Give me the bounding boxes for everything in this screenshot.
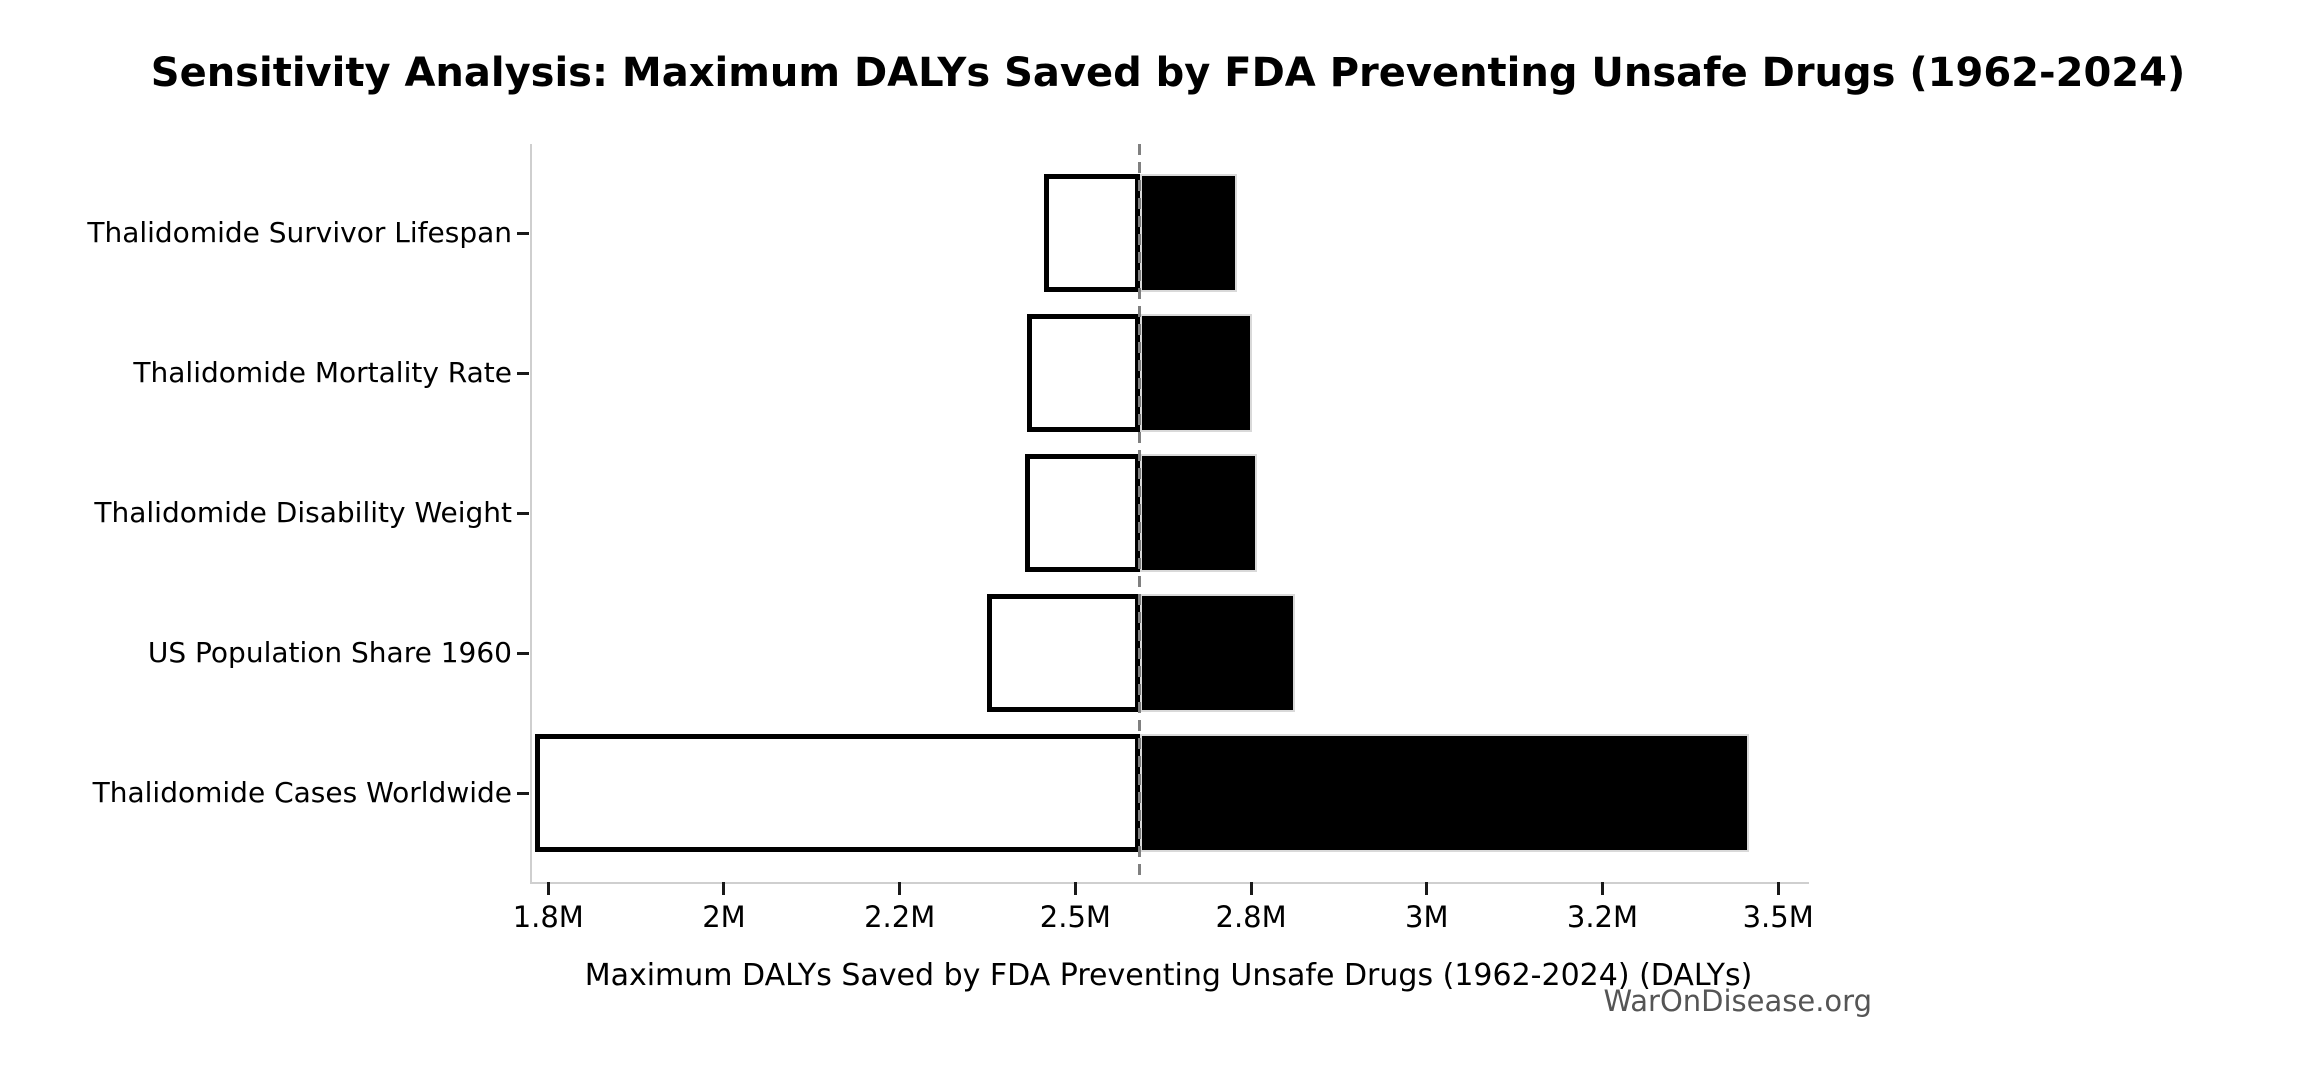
y-tick-mark	[517, 231, 529, 235]
x-tick-mark	[1776, 882, 1780, 895]
x-tick-mark	[898, 882, 902, 895]
x-tick-mark	[1249, 882, 1253, 895]
x-tick-label: 2.2M	[864, 900, 936, 934]
bar-high-3	[1139, 454, 1257, 572]
y-tick-label: US Population Share 1960	[147, 636, 512, 669]
bar-low-3	[1025, 454, 1140, 572]
bar-low-4	[987, 594, 1140, 712]
y-tick-mark	[517, 511, 529, 515]
y-tick-mark	[517, 791, 529, 795]
bar-high-1	[1139, 174, 1237, 292]
x-tick-label: 3.2M	[1566, 900, 1639, 934]
bar-high-4	[1139, 594, 1296, 712]
x-tick-mark	[546, 882, 550, 895]
bar-high-5	[1139, 734, 1750, 852]
x-tick-mark	[1073, 882, 1077, 895]
x-axis-label: Maximum DALYs Saved by FDA Preventing Un…	[584, 958, 1753, 993]
bar-high-2	[1139, 314, 1253, 432]
x-tick-label: 3M	[1405, 900, 1449, 934]
y-tick-label: Thalidomide Survivor Lifespan	[87, 216, 512, 249]
bar-low-5	[534, 734, 1140, 852]
y-tick-label: Thalidomide Disability Weight	[94, 496, 512, 529]
x-tick-label: 2.8M	[1215, 900, 1287, 934]
bar-low-2	[1027, 314, 1140, 432]
bar-low-1	[1043, 174, 1140, 292]
x-tick-label: 2.5M	[1039, 900, 1111, 934]
x-tick-label: 3.5M	[1742, 900, 1814, 934]
baseline-dashed-line	[1138, 144, 1142, 882]
x-tick-label: 1.8M	[512, 900, 584, 934]
plot-area	[530, 144, 1809, 884]
y-tick-mark	[517, 651, 529, 655]
y-tick-label: Thalidomide Cases Worldwide	[92, 776, 512, 809]
x-tick-mark	[722, 882, 726, 895]
x-tick-label: 2M	[702, 900, 746, 934]
chart-title: Sensitivity Analysis: Maximum DALYs Save…	[150, 50, 2186, 96]
y-tick-label: Thalidomide Mortality Rate	[133, 356, 512, 389]
watermark: WarOnDisease.org	[1603, 984, 1872, 1018]
x-tick-mark	[1600, 882, 1604, 895]
y-tick-mark	[517, 371, 529, 375]
x-tick-mark	[1425, 882, 1429, 895]
